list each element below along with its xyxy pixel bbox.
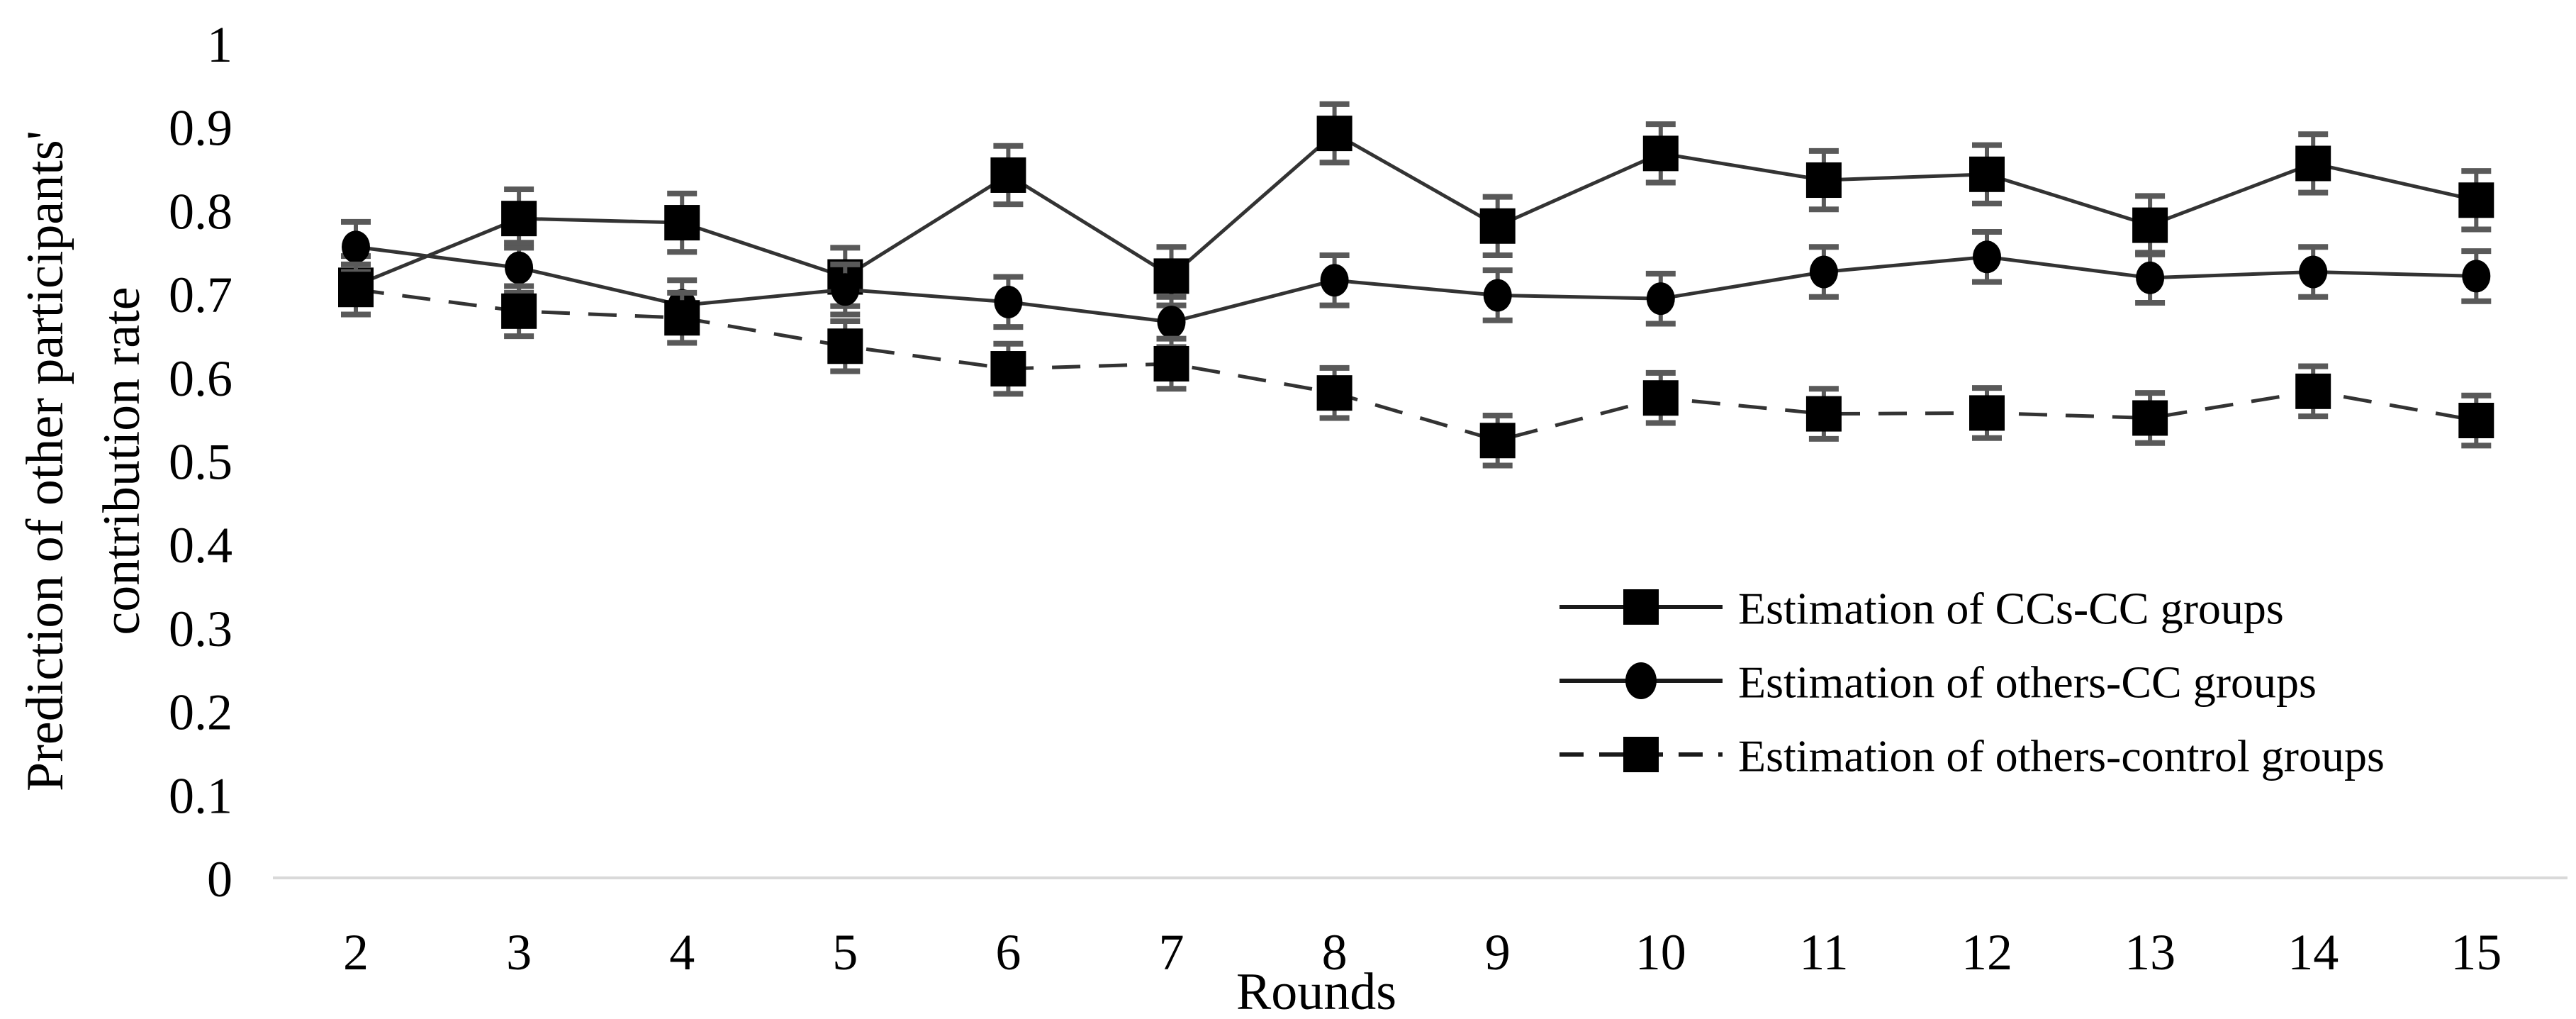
y-tick-label: 0 (207, 851, 233, 908)
x-tick-label: 8 (1322, 924, 1348, 981)
y-axis-title-line2: contribution rate (93, 286, 151, 635)
x-tick-label: 11 (1799, 924, 1848, 981)
legend-entry-ccs-cc: Estimation of CCs-CC groups (1559, 584, 2284, 634)
y-tick-label: 0.3 (169, 601, 233, 657)
data-point-square (2295, 373, 2331, 409)
axes-layer: 00.10.20.30.40.50.60.70.80.912 3 4 5 6 7 8 9 10 1… (169, 16, 2567, 981)
data-point-square (1479, 423, 1516, 459)
data-point-circle (1483, 279, 1512, 312)
data-point-circle (994, 285, 1023, 318)
markers (342, 230, 2491, 339)
data-point-circle (831, 273, 860, 306)
legend-square-marker-icon (1623, 589, 1659, 625)
series-layer (338, 101, 2494, 469)
data-point-square (2458, 403, 2494, 439)
data-point-circle (342, 230, 370, 264)
legend: Estimation of CCs-CC groups Estimation o… (1559, 584, 2385, 781)
markers (338, 116, 2494, 304)
data-point-square (1316, 375, 1353, 411)
y-axis-title-line1: Prediction of other participants' (16, 130, 74, 791)
data-point-square (1316, 116, 1353, 152)
x-tick-label: 9 (1485, 924, 1511, 981)
legend-circle-marker-icon (1625, 662, 1657, 699)
x-tick-label: 12 (1961, 924, 2012, 981)
data-point-circle (2299, 255, 2328, 289)
y-tick-label: 0.2 (169, 684, 233, 741)
data-point-square (1479, 208, 1516, 244)
markers (338, 272, 2494, 459)
y-tick-label: 0.5 (169, 434, 233, 491)
y-tick-label: 1 (207, 16, 233, 73)
data-point-square (664, 300, 700, 336)
data-point-square (501, 293, 537, 329)
y-tick-label: 0.4 (169, 517, 233, 574)
series-1 (341, 218, 2492, 350)
y-tick-label: 0.8 (169, 183, 233, 240)
data-point-square (1805, 396, 1842, 432)
x-tick-label: 10 (1635, 924, 1686, 981)
legend-entry-others-control: Estimation of others-control groups (1559, 731, 2385, 781)
data-point-square (2458, 182, 2494, 218)
series-0 (338, 101, 2494, 318)
legend-label: Estimation of others-CC groups (1738, 657, 2317, 708)
data-point-square (501, 201, 537, 237)
legend-entry-others-cc: Estimation of others-CC groups (1559, 657, 2317, 708)
series-2 (338, 261, 2494, 469)
x-axis-title: Rounds (1236, 963, 1396, 1019)
y-tick-label: 0.6 (169, 350, 233, 407)
y-tick-label: 0.1 (169, 767, 233, 824)
data-point-square (664, 205, 700, 241)
data-point-square (827, 328, 863, 364)
y-tick-label: 0.9 (169, 100, 233, 157)
x-tick-label: 7 (1159, 924, 1185, 981)
data-point-circle (2462, 260, 2491, 293)
data-point-circle (1973, 240, 2001, 274)
error-bars (341, 261, 2492, 469)
data-point-square (990, 157, 1026, 193)
data-point-circle (505, 251, 534, 284)
legend-label: Estimation of others-control groups (1738, 731, 2385, 781)
x-tick-label: 13 (2124, 924, 2175, 981)
error-bars (341, 101, 2492, 318)
data-point-square (2132, 207, 2168, 243)
data-point-square (2132, 400, 2168, 436)
legend-label: Estimation of CCs-CC groups (1738, 584, 2284, 634)
data-point-circle (1320, 264, 1349, 297)
series-line-dashed (355, 287, 2477, 442)
data-point-square (1642, 380, 1679, 416)
series-line-solid (355, 245, 2477, 324)
data-point-circle (1809, 255, 1838, 289)
y-tick-label: 0.7 (169, 267, 233, 323)
x-tick-label: 15 (2451, 924, 2502, 981)
x-tick-label: 4 (669, 924, 695, 981)
data-point-square (338, 272, 374, 308)
data-point-square (1153, 258, 1189, 294)
x-tick-label: 14 (2287, 924, 2339, 981)
data-point-circle (1646, 282, 1675, 316)
legend-square-marker-icon (1623, 737, 1659, 772)
data-point-square (2295, 145, 2331, 182)
data-point-square (1969, 156, 2005, 192)
x-tick-label: 6 (995, 924, 1021, 981)
data-point-square (1642, 135, 1679, 172)
data-point-square (990, 351, 1026, 387)
data-point-square (1153, 345, 1189, 382)
x-tick-label: 5 (832, 924, 858, 981)
data-point-circle (2136, 261, 2165, 294)
error-bars (341, 218, 2492, 350)
data-point-square (1805, 162, 1842, 199)
series-line-solid (355, 131, 2477, 287)
x-tick-label: 2 (343, 924, 369, 981)
data-point-circle (1157, 306, 1186, 339)
data-point-square (1969, 395, 2005, 431)
x-tick-label: 3 (506, 924, 532, 981)
